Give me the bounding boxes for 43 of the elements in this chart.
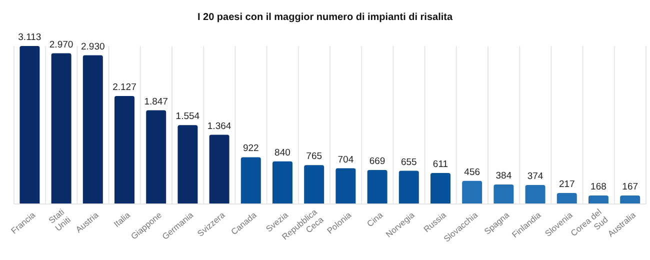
bar xyxy=(430,172,450,204)
data-label: 167 xyxy=(622,182,638,193)
data-label: 611 xyxy=(432,158,448,170)
bar xyxy=(20,46,40,204)
bar xyxy=(556,192,577,204)
bar xyxy=(620,196,640,204)
bar xyxy=(398,170,419,204)
data-label: 1.364 xyxy=(207,120,232,132)
data-label: 456 xyxy=(464,166,480,178)
bar xyxy=(272,161,292,204)
data-label: 3.113 xyxy=(18,32,42,43)
data-label: 384 xyxy=(496,170,512,182)
data-label: 168 xyxy=(590,181,606,192)
bar xyxy=(494,184,514,204)
data-label: 704 xyxy=(338,154,354,166)
data-label: 765 xyxy=(306,151,322,162)
data-label: 217 xyxy=(558,178,575,190)
chart-title: I 20 paesi con il maggior numero di impianti di risalita xyxy=(196,11,454,25)
bar xyxy=(178,125,198,204)
data-label: 669 xyxy=(369,156,386,168)
bar xyxy=(82,55,103,204)
data-label: 655 xyxy=(400,156,417,168)
bar xyxy=(525,185,546,204)
bar xyxy=(462,180,482,204)
bar xyxy=(588,195,608,204)
data-label: 922 xyxy=(242,143,259,154)
data-label: 2.970 xyxy=(49,39,74,50)
data-label: 840 xyxy=(274,147,290,158)
bar xyxy=(367,170,388,204)
bar xyxy=(51,53,72,204)
x-tick-label: Italia xyxy=(112,210,132,230)
x-tick-label: Cina xyxy=(364,210,385,229)
data-label: 374 xyxy=(527,171,544,182)
data-label: 1.554 xyxy=(176,111,200,122)
data-label: 2.127 xyxy=(112,82,136,94)
bar xyxy=(240,157,261,204)
bar xyxy=(114,96,134,204)
bar xyxy=(336,168,356,204)
bar xyxy=(304,165,324,204)
bar xyxy=(209,134,230,204)
bar xyxy=(146,110,166,204)
data-label: 2.930 xyxy=(80,41,105,52)
data-label: 1.847 xyxy=(144,96,168,108)
